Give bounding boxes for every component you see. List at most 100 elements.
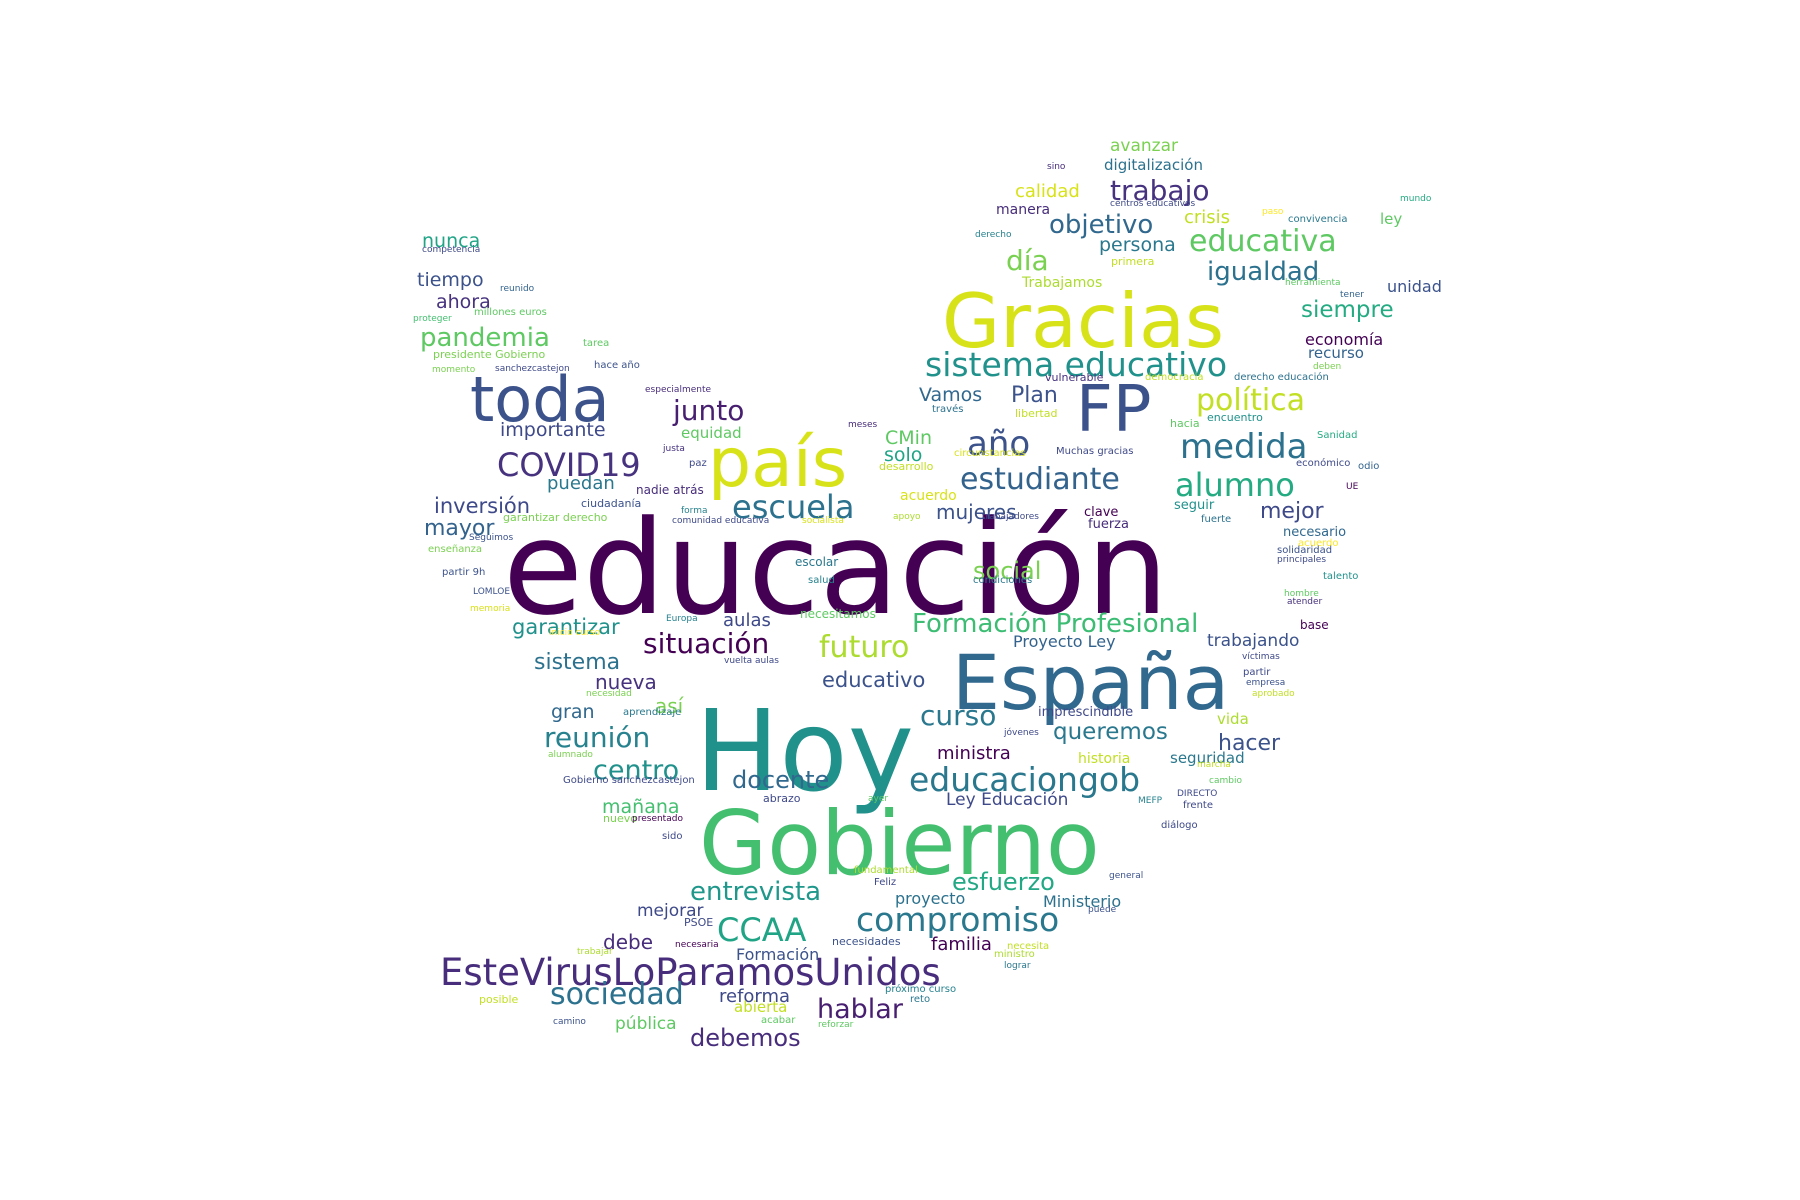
word-equidad-70: equidad	[681, 423, 742, 442]
word-reforma-80: reforma	[719, 986, 791, 1008]
word-queremos-40: queremos	[1053, 719, 1168, 746]
word-fuerte-142: fuerte	[1201, 513, 1232, 525]
word-vuelta-aulas-163: vuelta aulas	[724, 655, 779, 666]
word-garantizar-derecho-143: garantizar derecho	[503, 510, 608, 524]
word-fuerza-93: fuerza	[1088, 517, 1129, 533]
word-mayor-50: mayor	[424, 515, 495, 541]
word-proyecto-84: proyecto	[895, 888, 966, 908]
word-historia-90: historia	[1078, 750, 1131, 767]
word-curso-26: curso	[920, 699, 997, 733]
word-democracia-122: democracia	[1145, 371, 1204, 383]
word-toda-7: toda	[470, 363, 610, 437]
word-centros-educativos-106: centros educativos	[1110, 198, 1196, 209]
word-memoria-159: memoria	[470, 603, 511, 614]
word-proyecto-ley-87: Proyecto Ley	[1013, 631, 1116, 651]
word-cambio-173: cambio	[1209, 775, 1242, 786]
word-ley-101: ley	[1380, 209, 1403, 228]
word-economico-136: económico	[1296, 457, 1351, 469]
word-asi-71: así	[655, 693, 684, 718]
word-solo-68: solo	[884, 444, 923, 467]
word-economia-64: economía	[1305, 329, 1384, 349]
word-sistema-51: sistema	[534, 649, 621, 675]
word-europa-160: Europa	[666, 613, 698, 624]
word-partir-9h-152: partir 9h	[442, 566, 486, 578]
word-alumno-15: alumno	[1175, 465, 1295, 504]
word-directo-177: DIRECTO	[1177, 788, 1218, 799]
word-trabajadores-141: trabajadores	[982, 511, 1039, 522]
word-educaciongob-11: educaciongob	[909, 759, 1141, 799]
word-dialogo-181: diálogo	[1161, 819, 1198, 831]
word-aulas-73: aulas	[723, 610, 771, 632]
word-ue-138: UE	[1346, 481, 1359, 492]
word-socialista-145: socialista	[802, 515, 844, 526]
word-plan-47: Plan	[1011, 382, 1058, 408]
word-unidad-63: unidad	[1387, 276, 1442, 296]
word-junto-27: junto	[673, 394, 745, 428]
word-espana-3: España	[952, 637, 1230, 727]
word-ahora-55: ahora	[436, 291, 491, 314]
word-dia-30: día	[1006, 244, 1049, 278]
word-deben-124: deben	[1313, 361, 1342, 372]
word-necesidad-166: necesidad	[586, 688, 632, 699]
word-crisis-59: crisis	[1184, 207, 1231, 229]
word-medida-14: medida	[1180, 427, 1308, 468]
word-sino-105: sino	[1047, 161, 1066, 172]
word-competencia-111: competencia	[422, 244, 481, 255]
word-manera-66: manera	[996, 201, 1051, 218]
word-esfuerzo-33: esfuerzo	[952, 868, 1055, 897]
word-avanzar-61: avanzar	[1110, 136, 1178, 157]
word-gobierno-sanchezcastejon-172: Gobierno sanchezcastejon	[563, 774, 695, 786]
word-tener-110: tener	[1340, 289, 1365, 300]
word-vulnerable-121: vulnerable	[1045, 370, 1104, 384]
word-nuevo-179: nuevo	[603, 811, 637, 825]
word-mejorar-78: mejorar	[637, 901, 704, 922]
word-jovenes-169: jóvenes	[1004, 727, 1039, 738]
word-feliz-185: Feliz	[874, 876, 897, 888]
word-gobierno-2: Gobierno	[699, 791, 1100, 895]
word-hombre-157: hombre	[1284, 588, 1319, 599]
word-especialmente-120: especialmente	[645, 384, 712, 395]
word-estevirusloparamosunidos-8: EsteVirusLoParamosUnidos	[440, 950, 941, 994]
word-libertad-126: libertad	[1015, 406, 1058, 420]
word-garantizar-53: garantizar	[512, 614, 620, 639]
word-formacion-profesional-23: Formación Profesional	[912, 608, 1199, 639]
word-ano-17: año	[967, 424, 1031, 465]
word-partir-164: partir	[1243, 666, 1271, 678]
word-necesidades-189: necesidades	[832, 934, 901, 948]
word-odio-137: odio	[1358, 460, 1380, 472]
word-traves-125: través	[932, 403, 964, 415]
word-proximo-curso-194: próximo curso	[885, 983, 957, 995]
word-desarrollo-135: desarrollo	[879, 459, 934, 473]
word-hoy-1: Hoy	[695, 687, 915, 818]
word-camino-199: camino	[553, 1016, 586, 1027]
word-gran-72: gran	[551, 701, 595, 724]
word-entrevista-32: entrevista	[690, 876, 822, 907]
word-fundamental-183: fundamental	[854, 864, 918, 876]
word-paz-134: paz	[689, 457, 707, 469]
word-trabajo-28: trabajo	[1110, 174, 1210, 208]
word-psoe-187: PSOE	[684, 915, 714, 929]
word-trabajando-86: trabajando	[1207, 631, 1300, 652]
word-principales-151: principales	[1277, 554, 1327, 565]
word-mundo-102: mundo	[1400, 193, 1432, 204]
word-necesario-95: necesario	[1283, 525, 1347, 541]
word-persona-58: persona	[1099, 234, 1176, 257]
word-base-96: base	[1300, 618, 1329, 633]
word-mefp-176: MEFP	[1138, 795, 1163, 806]
word-importante-45: importante	[500, 419, 606, 442]
word-atender-158: atender	[1287, 596, 1323, 607]
word-situacion-24: situación	[643, 627, 770, 661]
word-trabajamos-67: Trabajamos	[1022, 274, 1103, 291]
word-millones-euros-113: millones euros	[474, 306, 547, 318]
word-proteger-114: proteger	[413, 313, 452, 324]
word-futuro-20: futuro	[819, 630, 910, 666]
word-presentado-180: presentado	[632, 813, 683, 824]
word-necesita-190: necesita	[1007, 940, 1050, 952]
word-gracias-4: Gracias	[942, 276, 1225, 365]
word-educacion-0: educación	[503, 492, 1169, 645]
word-docente-37: docente	[732, 766, 830, 795]
word-escuela-13: escuela	[732, 487, 855, 526]
word-manana-75: mañana	[602, 796, 680, 819]
word-sanidad-133: Sanidad	[1317, 429, 1358, 441]
